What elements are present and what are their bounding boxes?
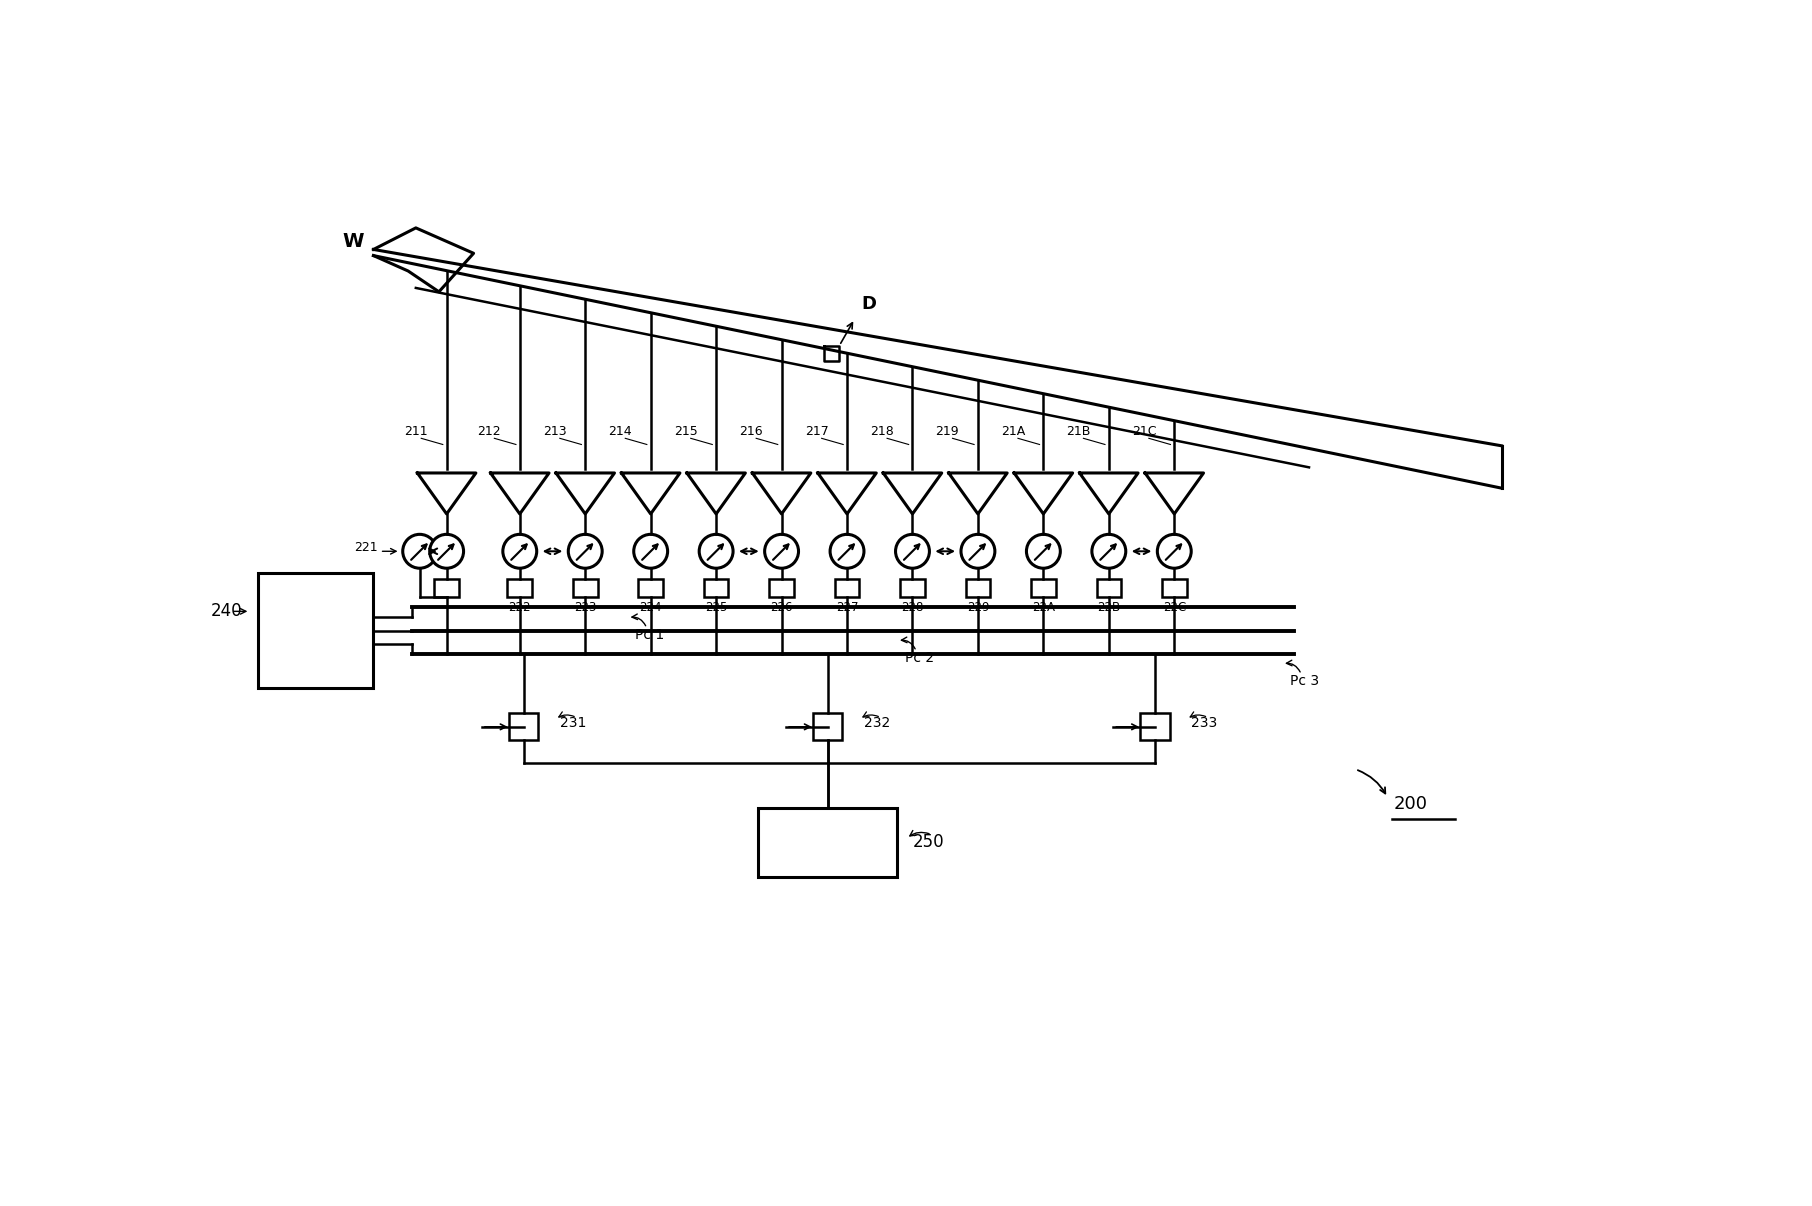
Text: W: W	[342, 233, 364, 251]
Text: 229: 229	[966, 602, 989, 614]
Text: 21B: 21B	[1067, 426, 1091, 438]
Text: Pc 3: Pc 3	[1290, 674, 1319, 689]
Text: 211: 211	[404, 426, 428, 438]
Bar	[1096, 579, 1122, 597]
Text: 22B: 22B	[1098, 602, 1120, 614]
Bar	[638, 579, 663, 597]
Text: 213: 213	[544, 426, 567, 438]
Text: 232: 232	[864, 716, 890, 730]
Text: D: D	[861, 295, 875, 314]
Circle shape	[895, 534, 930, 568]
Bar	[509, 714, 538, 740]
Circle shape	[634, 534, 667, 568]
Circle shape	[765, 534, 799, 568]
Circle shape	[504, 534, 536, 568]
Text: 227: 227	[835, 602, 859, 614]
Bar	[759, 808, 897, 877]
Bar	[435, 579, 458, 597]
Circle shape	[1158, 534, 1190, 568]
Text: 219: 219	[935, 426, 959, 438]
Circle shape	[1026, 534, 1060, 568]
Bar	[901, 579, 924, 597]
Text: 228: 228	[901, 602, 924, 614]
Text: 212: 212	[477, 426, 502, 438]
Circle shape	[1093, 534, 1125, 568]
Text: 240: 240	[210, 602, 243, 620]
Bar	[835, 579, 859, 597]
Bar	[1140, 714, 1171, 740]
Bar	[703, 579, 728, 597]
Text: Pc 2: Pc 2	[904, 651, 933, 666]
Bar	[1161, 579, 1187, 597]
Text: 233: 233	[1190, 716, 1218, 730]
Bar	[814, 714, 843, 740]
Text: 221: 221	[353, 541, 377, 554]
Text: 225: 225	[705, 602, 727, 614]
Text: 214: 214	[609, 426, 632, 438]
Text: 21C: 21C	[1132, 426, 1156, 438]
Text: 223: 223	[574, 602, 596, 614]
Text: 215: 215	[674, 426, 698, 438]
Text: 22A: 22A	[1031, 602, 1055, 614]
Text: 22C: 22C	[1163, 602, 1185, 614]
Text: 216: 216	[739, 426, 763, 438]
Bar	[507, 579, 533, 597]
Circle shape	[402, 534, 437, 568]
Circle shape	[429, 534, 464, 568]
Bar	[966, 579, 989, 597]
Text: 218: 218	[870, 426, 893, 438]
Text: Pc 1: Pc 1	[636, 628, 665, 643]
Bar	[573, 579, 598, 597]
Text: 250: 250	[913, 833, 944, 851]
Text: 222: 222	[509, 602, 531, 614]
Circle shape	[699, 534, 734, 568]
Circle shape	[830, 534, 864, 568]
Circle shape	[569, 534, 602, 568]
Text: 21A: 21A	[1000, 426, 1026, 438]
Text: 231: 231	[560, 716, 587, 730]
Text: 226: 226	[770, 602, 794, 614]
Text: 200: 200	[1393, 795, 1428, 813]
Bar	[257, 573, 373, 689]
Bar	[770, 579, 794, 597]
Bar	[1031, 579, 1056, 597]
Circle shape	[960, 534, 995, 568]
Text: 224: 224	[640, 602, 661, 614]
Text: 217: 217	[805, 426, 828, 438]
